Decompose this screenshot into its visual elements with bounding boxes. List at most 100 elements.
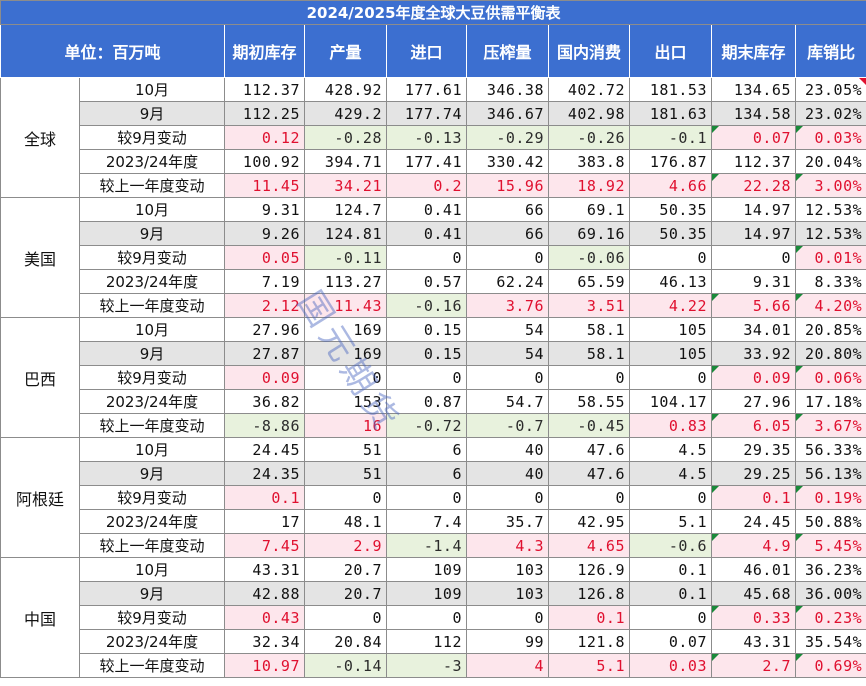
table-cell: 346.38 <box>466 77 549 102</box>
comment-flag-icon <box>796 174 803 181</box>
table-cell: 0.41 <box>386 221 467 246</box>
table-cell: 330.42 <box>466 149 549 174</box>
table-row: 较上一年度变动 11.45 34.21 0.2 15.96 18.92 4.66 22.28 3… <box>1 173 866 198</box>
table-cell: 0.07 <box>629 629 712 654</box>
cell-value: 5.45% <box>814 536 863 555</box>
table-cell: 0 <box>548 485 630 510</box>
table-cell: -0.06 <box>548 245 630 270</box>
region-label-usa: 美国 <box>0 197 80 318</box>
table-cell: 40 <box>466 437 549 462</box>
table-cell: 50.35 <box>629 221 712 246</box>
table-cell: 24.45 <box>224 437 305 462</box>
cell-value: 0.69% <box>814 656 863 675</box>
table-row: 较9月变动 0.09 0 0 0 0 0 0.09 0.06% <box>1 365 866 390</box>
table-cell: 5.66 <box>711 293 796 318</box>
table-cell: 0.07 <box>711 125 796 150</box>
table-cell: 0 <box>304 605 387 630</box>
table-cell: 0.1 <box>711 485 796 510</box>
table-cell: 32.34 <box>224 629 305 654</box>
table-cell: 0.57 <box>386 269 467 294</box>
table-cell: 9.31 <box>224 197 305 222</box>
row-label: 较9月变动 <box>79 485 225 510</box>
table-cell: 4.66 <box>629 173 712 198</box>
row-label: 较上一年度变动 <box>79 173 225 198</box>
table-cell: -0.7 <box>466 413 549 438</box>
row-label: 9月 <box>79 341 225 366</box>
table-cell: 51 <box>304 437 387 462</box>
table-row: 较9月变动 0.43 0 0 0 0.1 0 0.33 0.23% <box>1 605 866 630</box>
table-cell: 14.97 <box>711 221 796 246</box>
table-cell: 2.9 <box>304 533 387 558</box>
table-cell: 4.22 <box>629 293 712 318</box>
row-label: 10月 <box>79 437 225 462</box>
table-cell: 0.05 <box>224 245 305 270</box>
cell-value: 0.09 <box>752 368 791 387</box>
table-cell: 0 <box>629 245 712 270</box>
comment-flag-icon <box>796 534 803 541</box>
table-cell: 47.6 <box>548 437 630 462</box>
table-cell: 112 <box>386 629 467 654</box>
table-cell: 27.96 <box>224 317 305 342</box>
table-cell: -0.16 <box>386 293 467 318</box>
table-cell: 402.72 <box>548 77 630 102</box>
table-cell: 14.97 <box>711 197 796 222</box>
cell-value: 0.19% <box>814 488 863 507</box>
table-cell: 394.71 <box>304 149 387 174</box>
comment-flag-icon <box>796 366 803 373</box>
table-cell: 36.23% <box>794 557 866 582</box>
table-cell: 104.17 <box>629 389 712 414</box>
row-label: 9月 <box>79 461 225 486</box>
table-cell: -0.13 <box>386 125 467 150</box>
comment-flag-icon <box>796 486 803 493</box>
table-cell: 50.88% <box>794 509 866 534</box>
cell-value: 4.9 <box>762 536 791 555</box>
table-cell: 0.87 <box>386 389 467 414</box>
table-cell: 18.92 <box>548 173 630 198</box>
table-cell: 134.58 <box>711 101 796 126</box>
table-cell: 29.35 <box>711 437 796 462</box>
table-cell: 69.16 <box>548 221 630 246</box>
cell-value: 0.33 <box>752 608 791 627</box>
row-label: 较上一年度变动 <box>79 413 225 438</box>
row-label: 2023/24年度 <box>79 269 225 294</box>
table-cell: 3.00% <box>794 173 866 198</box>
table-cell: 43.31 <box>224 557 305 582</box>
table-cell: 23.02% <box>794 101 866 126</box>
cell-value: 0.23% <box>814 608 863 627</box>
row-label: 2023/24年度 <box>79 389 225 414</box>
table-cell: 0 <box>548 365 630 390</box>
table-cell: 36.00% <box>794 581 866 606</box>
table-cell: 4.5 <box>629 461 712 486</box>
table-cell: -1.4 <box>386 533 467 558</box>
col-header-domestic-consumption: 国内消费 <box>548 24 630 78</box>
table-cell: 3.51 <box>548 293 630 318</box>
table-cell: 7.19 <box>224 269 305 294</box>
table-row: 较上一年度变动 -8.86 16 -0.72 -0.7 -0.45 0.83 6.05 3.67… <box>1 413 866 438</box>
comment-flag-icon <box>712 366 719 373</box>
table-cell: 181.53 <box>629 77 712 102</box>
row-label: 较9月变动 <box>79 365 225 390</box>
table-cell: 54 <box>466 317 549 342</box>
table-cell: 20.84 <box>304 629 387 654</box>
table-cell: 16 <box>304 413 387 438</box>
table-cell: 103 <box>466 557 549 582</box>
table-cell: 177.61 <box>386 77 467 102</box>
row-label: 2023/24年度 <box>79 629 225 654</box>
table-cell: 112.25 <box>224 101 305 126</box>
row-label: 10月 <box>79 77 225 102</box>
table-row: 9月 112.25 429.2 177.74 346.67 402.98 181.63 134… <box>1 101 866 126</box>
table-cell: 29.25 <box>711 461 796 486</box>
table-cell: 20.7 <box>304 557 387 582</box>
table-row: 2023/24年度 7.19 113.27 0.57 62.24 65.59 46.13 9.… <box>1 269 866 294</box>
cell-value: 0.1 <box>762 488 791 507</box>
table-cell: 65.59 <box>548 269 630 294</box>
table-cell: 0.01% <box>794 245 866 270</box>
cell-value: 22.28 <box>743 176 791 195</box>
table-cell: -0.28 <box>304 125 387 150</box>
table-cell: 181.63 <box>629 101 712 126</box>
table-cell: 3.76 <box>466 293 549 318</box>
table-cell: 109 <box>386 557 467 582</box>
row-label: 较上一年度变动 <box>79 653 225 678</box>
table-cell: 47.6 <box>548 461 630 486</box>
table-cell: 0.03% <box>794 125 866 150</box>
